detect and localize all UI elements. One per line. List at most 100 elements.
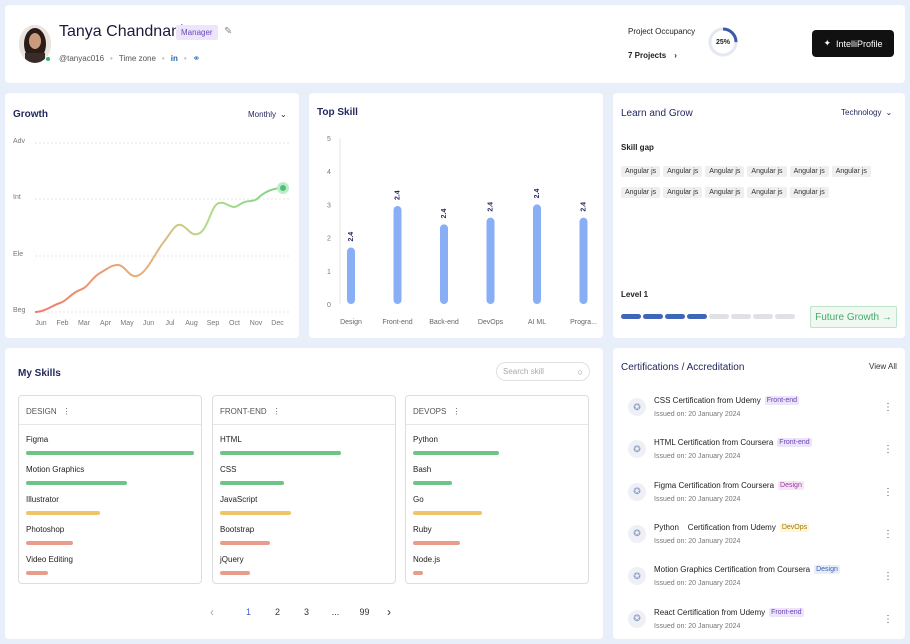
- pagination-page[interactable]: ...: [331, 607, 340, 617]
- cert-name: Python Certification from Udemy: [654, 522, 776, 532]
- occupancy-label: Project Occupancy: [628, 27, 696, 36]
- top-skill-y-tick: 3: [327, 202, 331, 209]
- chevron-down-icon: ⌄: [280, 110, 287, 119]
- separator-dot: •: [110, 54, 113, 63]
- skill-level-bar: [413, 481, 452, 485]
- cert-tag: DevOps: [779, 522, 810, 532]
- occupancy-percent: 25%: [715, 39, 730, 46]
- cert-item[interactable]: ✪ Figma Certification from Coursera Design…: [613, 480, 905, 521]
- skill-column-header: DESIGN ⋮: [26, 407, 71, 416]
- timezone-label[interactable]: Time zone: [118, 54, 156, 63]
- cert-tag: Design: [814, 565, 840, 575]
- pagination-next[interactable]: ›: [387, 605, 391, 619]
- level-progress: [621, 314, 795, 319]
- technology-select[interactable]: Technology ⌄: [841, 108, 892, 117]
- intelliprofile-label: IntelliProfile: [836, 38, 883, 49]
- top-skill-bar-chart: 0 1 2 3 4 5 2.4 Design 2.4 Front-end 2.4 Back-end 2.…: [327, 136, 597, 326]
- skill-name: Photoshop: [26, 525, 65, 534]
- more-vertical-icon[interactable]: ⋮: [883, 486, 893, 498]
- top-skill-data-label: 2.4: [441, 208, 448, 218]
- future-growth-button[interactable]: Future Growth →: [810, 306, 897, 328]
- role-badge: Manager: [176, 25, 218, 40]
- cert-name: CSS Certification from Udemy: [654, 396, 761, 405]
- org-chart-icon[interactable]: ⚭: [192, 53, 201, 63]
- more-vertical-icon[interactable]: ⋮: [883, 402, 893, 413]
- top-skill-bar: [440, 224, 448, 304]
- edit-icon[interactable]: ✎: [224, 26, 233, 37]
- pagination-page[interactable]: 2: [274, 607, 280, 617]
- cert-tag: Front-end: [777, 438, 812, 448]
- skill-gap-chip: Angular js: [789, 187, 829, 198]
- search-placeholder: Search skill: [503, 367, 544, 376]
- projects-link[interactable]: 7 Projects ›: [628, 51, 677, 60]
- growth-period-select[interactable]: Monthly ⌄: [248, 110, 287, 119]
- more-vertical-icon[interactable]: ⋮: [883, 613, 893, 625]
- more-vertical-icon[interactable]: ⋮: [883, 571, 893, 583]
- skill-column-front-end: FRONT-END ⋮ HTML CSS JavaScript Bootstrap jQue…: [212, 395, 396, 584]
- search-skill-input[interactable]: Search skill ○: [496, 362, 590, 381]
- growth-title: Growth: [13, 109, 48, 120]
- pagination-page[interactable]: 3: [303, 607, 309, 617]
- top-skill-category-label: Front-end: [382, 319, 412, 326]
- skill-name: jQuery: [220, 555, 244, 564]
- top-skill-data-label: 2.4: [394, 190, 401, 200]
- growth-x-label: Sep: [206, 320, 220, 327]
- separator-dot: •: [161, 54, 165, 63]
- skill-name: CSS: [220, 465, 237, 474]
- skill-column-design: DESIGN ⋮ Figma Motion Graphics Illustrator Ph…: [18, 395, 202, 584]
- growth-x-label: Aug: [185, 320, 198, 327]
- cert-item[interactable]: ✪ CSS Certification from Udemy Front-end Is…: [613, 396, 905, 436]
- cert-item[interactable]: ✪ Motion Graphics Certification from Cour…: [613, 565, 905, 605]
- sparkle-icon: ✦: [823, 38, 831, 48]
- certificate-badge-icon: ✪: [628, 567, 646, 586]
- more-vertical-icon[interactable]: ⋮: [452, 407, 461, 416]
- more-vertical-icon[interactable]: ⋮: [883, 444, 893, 456]
- cert-item[interactable]: ✪ React Certification from Udemy Front-end…: [613, 607, 905, 644]
- skill-level-bar: [220, 541, 271, 545]
- more-vertical-icon[interactable]: ⋮: [883, 528, 893, 540]
- skill-level-bar: [413, 451, 499, 455]
- period-label: Monthly: [248, 110, 277, 119]
- cert-item[interactable]: ✪ HTML Certification from Coursera Front-e…: [613, 438, 905, 478]
- skill-level-bar: [413, 511, 482, 515]
- pagination-prev[interactable]: ‹: [210, 605, 214, 619]
- skill-column-devops: DEVOPS ⋮ Python Bash Go Ruby Node.js: [405, 395, 589, 584]
- view-all-link[interactable]: View All: [869, 362, 897, 371]
- intelliprofile-button[interactable]: ✦ IntelliProfile: [812, 30, 894, 57]
- top-skill-category-label: DevOps: [478, 319, 504, 326]
- skill-name: Video Editing: [26, 555, 73, 564]
- certificate-badge-icon: ✪: [628, 440, 646, 459]
- more-vertical-icon[interactable]: ⋮: [272, 407, 281, 416]
- skill-level-bar: [413, 571, 424, 575]
- top-skill-card: Top Skill 0 1 2 3 4 5 2.4 Design 2.4 Front-end 2.4…: [309, 93, 603, 338]
- growth-x-label: Nov: [249, 320, 263, 327]
- cert-title-line: Figma Certification from Coursera Design: [654, 480, 804, 490]
- linkedin-icon[interactable]: in: [170, 54, 178, 63]
- cert-date: Issued on: 20 January 2024: [654, 495, 741, 503]
- skill-gap-chip: Angular js: [621, 187, 661, 198]
- skill-gap-chip: Angular js: [831, 166, 871, 177]
- skill-name: Ruby: [413, 525, 432, 534]
- more-vertical-icon[interactable]: ⋮: [62, 407, 71, 416]
- cert-title-line: Python Certification from Udemy DevOps: [654, 522, 810, 532]
- skill-gap-chip: Angular js: [663, 166, 703, 177]
- skill-level-bar: [220, 511, 291, 515]
- pagination-page[interactable]: 1: [245, 607, 251, 617]
- skill-level-bar: [26, 481, 127, 485]
- skill-column-header: FRONT-END ⋮: [220, 407, 281, 416]
- cert-date: Issued on: 20 January 2024: [654, 537, 741, 545]
- skill-level-bar: [220, 451, 341, 455]
- avatar[interactable]: [19, 25, 51, 63]
- cert-item[interactable]: ✪ Python Certification from Udemy DevOps Is…: [613, 522, 905, 563]
- projects-count: 7 Projects: [628, 51, 667, 60]
- top-skill-bar: [347, 247, 355, 304]
- certificate-badge-icon: ✪: [628, 398, 646, 416]
- cert-title-line: Motion Graphics Certification from Cours…: [654, 565, 840, 575]
- pagination-page[interactable]: 99: [359, 607, 370, 617]
- technology-label: Technology: [841, 108, 882, 117]
- cert-tag: Front-end: [764, 396, 800, 405]
- certificate-badge-icon: ✪: [628, 524, 646, 543]
- cert-title-line: React Certification from Udemy Front-end: [654, 607, 804, 617]
- skill-gap-chip: Angular js: [789, 166, 829, 177]
- profile-name: Tanya Chandnani: [59, 23, 184, 40]
